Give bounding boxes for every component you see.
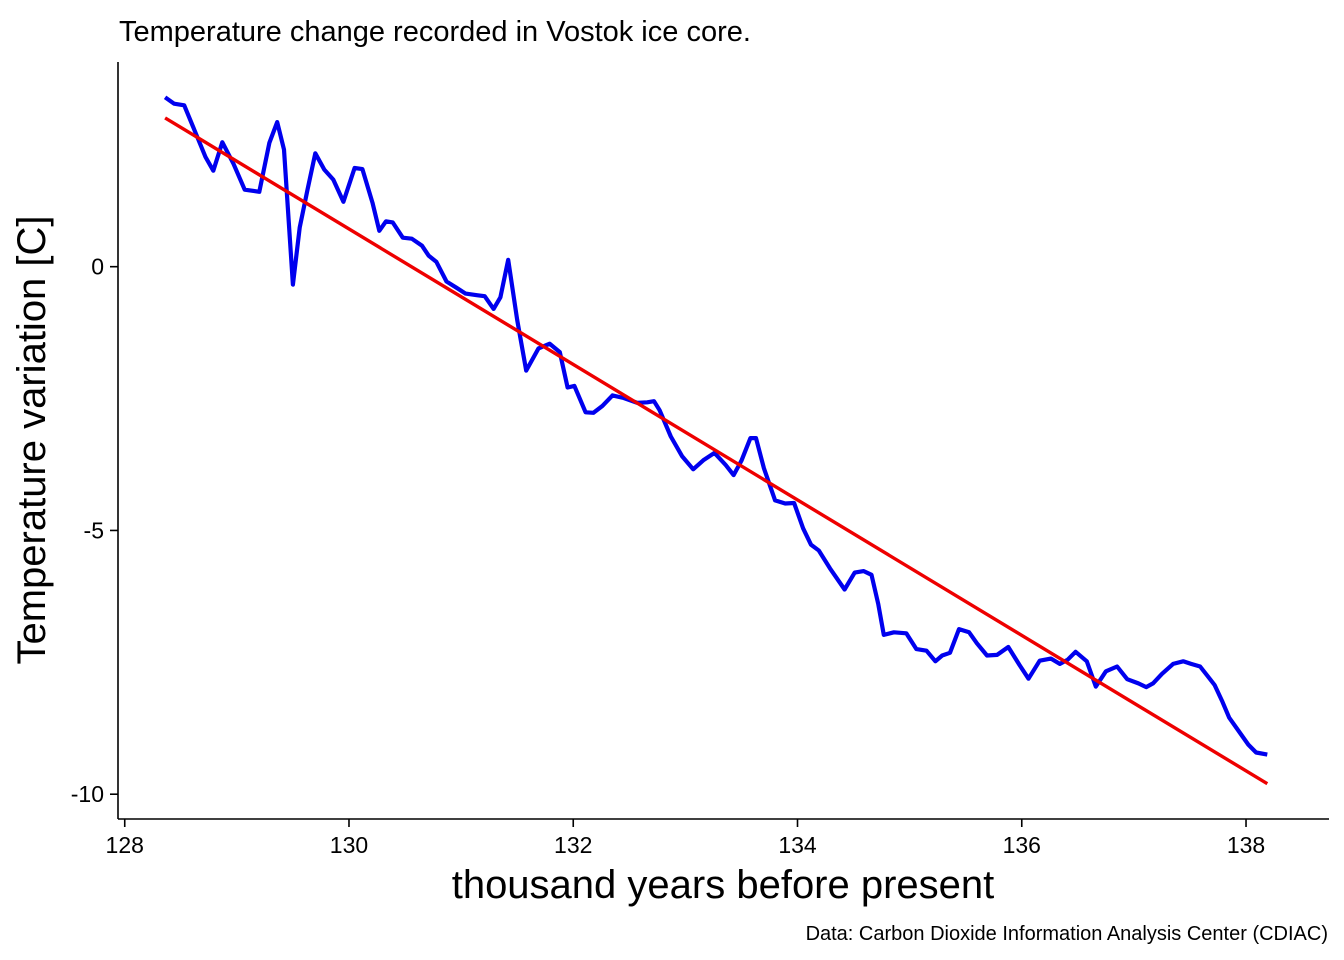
chart-caption: Data: Carbon Dioxide Information Analysi…: [806, 923, 1328, 945]
x-tick-label: 138: [1227, 832, 1265, 858]
y-tick-label: -10: [71, 781, 104, 807]
temperature-line: [163, 95, 1268, 757]
x-axis-title: thousand years before present: [452, 863, 995, 907]
x-tick-label: 136: [1003, 832, 1041, 858]
series-layer: [163, 95, 1269, 786]
trend-line: [164, 116, 1269, 786]
chart-title: Temperature change recorded in Vostok ic…: [119, 16, 751, 48]
x-tick-label: 128: [106, 832, 144, 858]
y-axis-title: Temperature variation [C]: [10, 215, 54, 664]
y-tick-label: 0: [91, 254, 104, 280]
y-axis-ticks: 0 -5 -10: [71, 254, 118, 807]
x-tick-label: 130: [330, 832, 368, 858]
y-tick-label: -5: [84, 517, 104, 543]
x-tick-label: 132: [554, 832, 592, 858]
x-axis-ticks: 128 130 132 134 136 138: [106, 819, 1265, 858]
plot-area: 128 130 132 134 136 138 0 -5 -10: [71, 62, 1329, 858]
x-tick-label: 134: [778, 832, 817, 858]
